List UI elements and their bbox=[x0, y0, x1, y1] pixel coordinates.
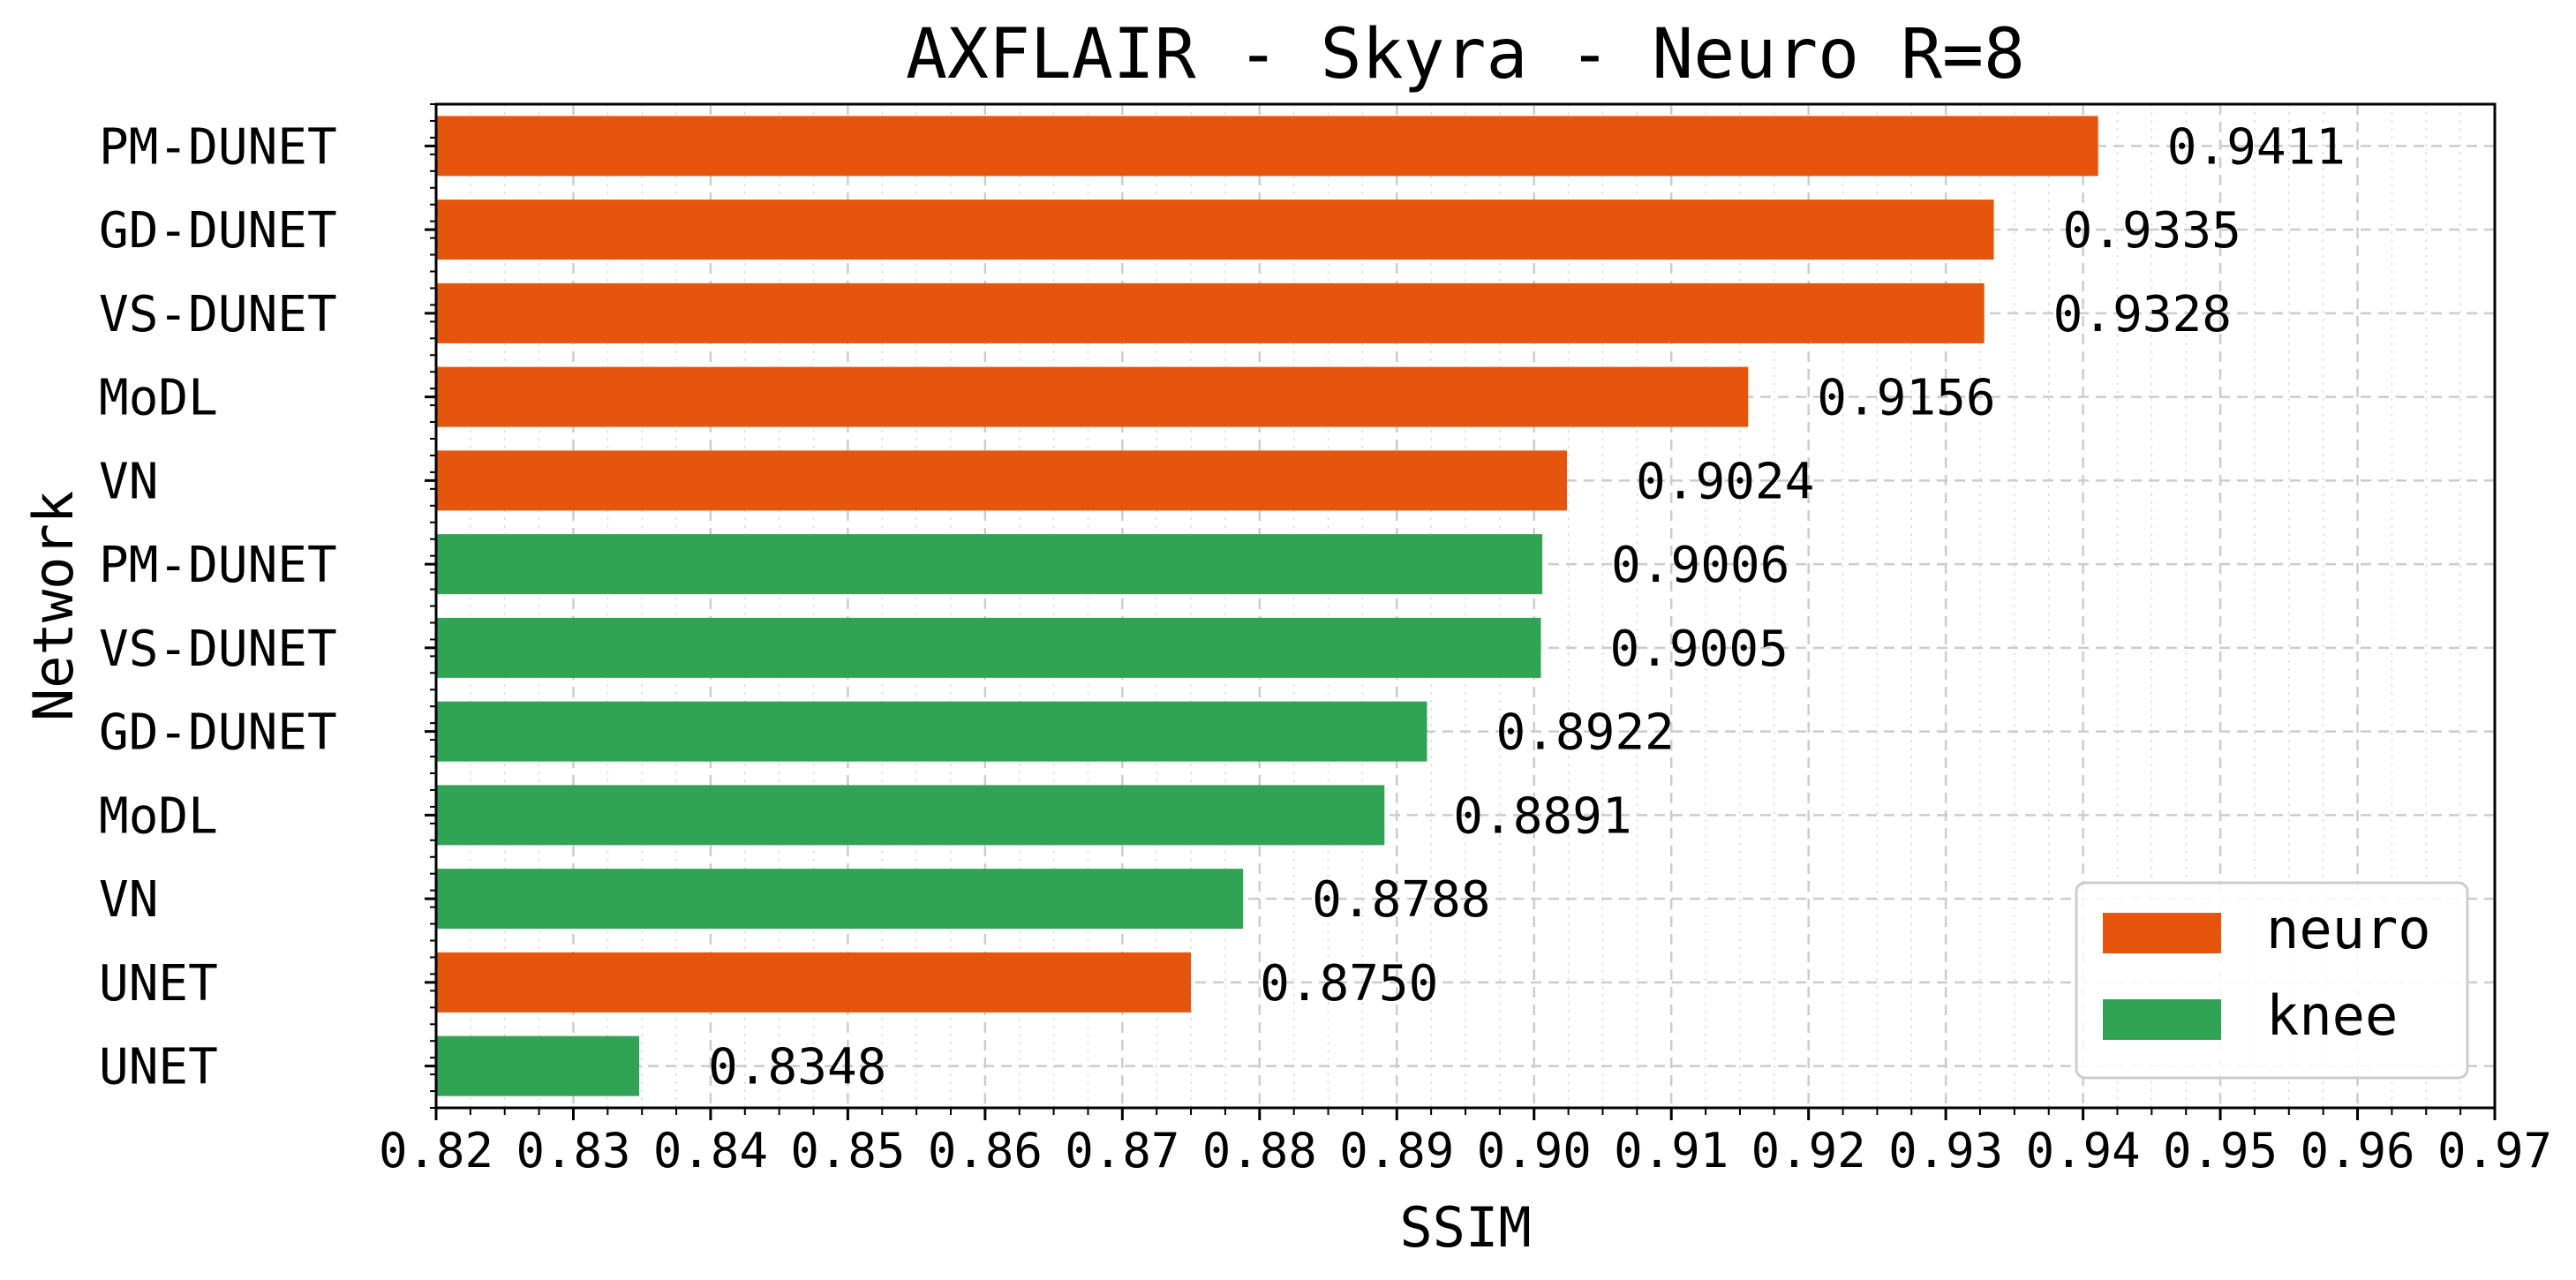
bar-knee bbox=[436, 869, 1244, 930]
bar-knee bbox=[436, 701, 1427, 762]
legend-label-knee: knee bbox=[2266, 983, 2398, 1048]
x-tick-label: 0.88 bbox=[1202, 1123, 1317, 1178]
x-tick-label: 0.92 bbox=[1751, 1123, 1866, 1178]
bar-value-label: 0.9005 bbox=[1610, 621, 1789, 678]
bar-neuro bbox=[436, 282, 1985, 343]
legend-swatch-neuro bbox=[2103, 913, 2221, 953]
x-tick-label: 0.97 bbox=[2437, 1123, 2552, 1178]
bar-value-label: 0.8922 bbox=[1495, 704, 1674, 762]
category-label: VN bbox=[99, 871, 158, 929]
y-axis-label: Network bbox=[21, 491, 86, 721]
category-label: VN bbox=[99, 453, 158, 510]
bar-value-label: 0.8788 bbox=[1312, 871, 1490, 929]
x-tick-label: 0.83 bbox=[516, 1123, 630, 1178]
bar-knee bbox=[436, 785, 1385, 846]
bar-neuro bbox=[436, 450, 1568, 511]
bar-value-label: 0.9335 bbox=[2063, 202, 2241, 260]
x-tick-label: 0.86 bbox=[928, 1123, 1043, 1178]
category-label: MoDL bbox=[99, 787, 218, 845]
category-label: GD-DUNET bbox=[99, 704, 337, 762]
bar-value-label: 0.8348 bbox=[708, 1039, 886, 1096]
x-tick-label: 0.94 bbox=[2026, 1123, 2141, 1178]
bar-neuro bbox=[436, 116, 2098, 177]
bar-neuro bbox=[436, 200, 1994, 260]
category-label: VS-DUNET bbox=[99, 286, 337, 343]
bar-value-label: 0.9328 bbox=[2053, 286, 2232, 343]
bar-knee bbox=[436, 1035, 640, 1096]
chart-title: AXFLAIR - Skyra - Neuro R=8 bbox=[906, 15, 2025, 94]
category-label: UNET bbox=[99, 955, 218, 1013]
x-axis-label: SSIM bbox=[1399, 1195, 1531, 1260]
x-tick-label: 0.85 bbox=[790, 1123, 905, 1178]
x-tick-label: 0.96 bbox=[2301, 1123, 2415, 1178]
y-axis-categories: PM-DUNET GD-DUNET VS-DUNET MoDL VN PM-DUNET VS… bbox=[99, 103, 436, 1109]
x-axis-ticks: 0.82 0.83 0.84 0.85 0.86 0.87 0.88 0.89 0.90 0.91… bbox=[379, 1108, 2552, 1178]
bar-value-label: 0.8891 bbox=[1453, 787, 1631, 845]
x-tick-label: 0.93 bbox=[1888, 1123, 2003, 1178]
bar-value-label: 0.9156 bbox=[1817, 370, 1995, 427]
x-tick-label: 0.84 bbox=[653, 1123, 768, 1178]
category-label: VS-DUNET bbox=[99, 621, 337, 678]
bar-value-label: 0.8750 bbox=[1260, 955, 1438, 1013]
bar-neuro bbox=[436, 366, 1749, 427]
bar-value-label: 0.9024 bbox=[1636, 453, 1814, 510]
x-tick-label: 0.91 bbox=[1614, 1123, 1729, 1178]
bars bbox=[436, 116, 2098, 1096]
x-tick-label: 0.89 bbox=[1339, 1123, 1454, 1178]
bar-neuro bbox=[436, 952, 1192, 1013]
legend-swatch-knee bbox=[2103, 999, 2221, 1040]
category-label: PM-DUNET bbox=[99, 118, 337, 176]
x-tick-label: 0.90 bbox=[1477, 1123, 1592, 1178]
legend: neuro knee bbox=[2075, 881, 2469, 1080]
legend-label-neuro: neuro bbox=[2266, 897, 2431, 961]
category-label: PM-DUNET bbox=[99, 537, 337, 594]
bar-knee bbox=[436, 534, 1543, 595]
bar-knee bbox=[436, 617, 1541, 678]
x-tick-label: 0.87 bbox=[1065, 1123, 1179, 1178]
x-tick-label: 0.95 bbox=[2163, 1123, 2278, 1178]
category-label: UNET bbox=[99, 1039, 218, 1096]
bar-value-label: 0.9411 bbox=[2167, 118, 2346, 176]
category-label: MoDL bbox=[99, 370, 218, 427]
category-label: GD-DUNET bbox=[99, 202, 337, 260]
bar-value-label: 0.9006 bbox=[1611, 537, 1789, 594]
x-tick-label: 0.82 bbox=[379, 1123, 493, 1178]
